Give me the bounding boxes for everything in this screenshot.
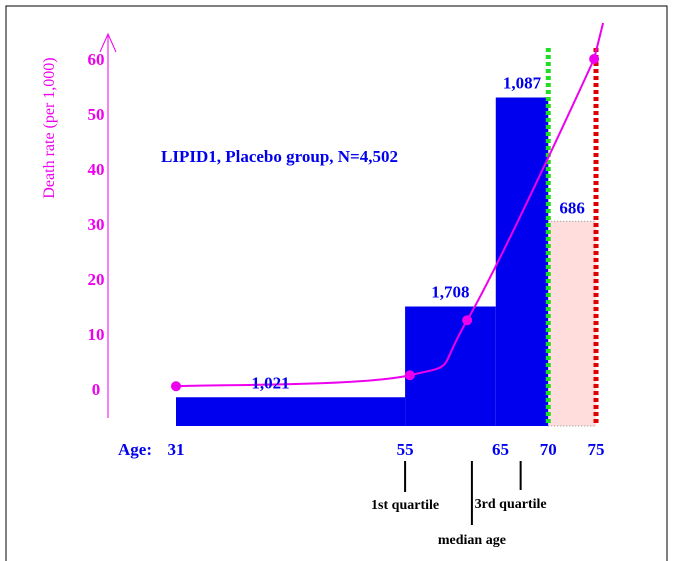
curve-point-4 [589, 54, 600, 64]
bar-3 [495, 97, 549, 426]
curve-point-3 [462, 315, 473, 326]
curve-point-2 [404, 370, 415, 381]
y-tick-label-20: 20 [88, 270, 105, 289]
y-tick-label-10: 10 [88, 325, 105, 344]
y-tick-label-0: 0 [92, 380, 101, 399]
quartile-label-1: 1st quartile [371, 498, 439, 513]
y-tick-label-30: 30 [88, 215, 105, 234]
bar-label-4: 686 [559, 198, 585, 217]
bar-4 [548, 221, 596, 426]
x-axis-prefix: Age: [118, 440, 152, 459]
bar-1 [176, 397, 406, 426]
y-tick-label-60: 60 [88, 50, 105, 69]
quartile-label-3: 3rd quartile [475, 497, 547, 512]
x-tick-label-31: 31 [168, 440, 185, 459]
x-tick-label-75: 75 [588, 440, 605, 459]
curve-point-1 [171, 381, 181, 392]
bar-label-1: 1,021 [251, 373, 289, 392]
chart-title: LIPID1, Placebo group, N=4,502 [161, 147, 398, 166]
x-tick-label-55: 55 [397, 440, 414, 459]
x-tick-label-70: 70 [540, 440, 557, 459]
bar-2 [405, 306, 496, 426]
death-rate-curve [175, 22, 605, 388]
x-tick-label-65: 65 [492, 440, 509, 459]
bar-label-3: 1,087 [503, 74, 542, 93]
y-tick-label-40: 40 [88, 160, 105, 179]
bar-label-2: 1,708 [431, 283, 469, 302]
quartile-label-2: median age [438, 533, 506, 548]
y-axis-arrowhead [99, 32, 117, 53]
y-axis-label: Death rate (per 1,000) [41, 57, 58, 198]
y-tick-label-50: 50 [88, 105, 105, 124]
chart-border [5, 5, 668, 561]
